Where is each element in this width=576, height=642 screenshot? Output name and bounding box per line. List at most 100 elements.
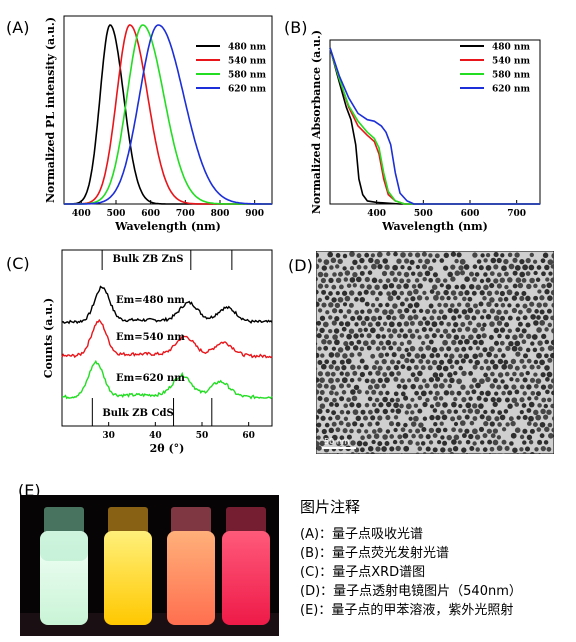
nanoparticle xyxy=(414,353,421,359)
nanoparticle xyxy=(527,396,532,401)
nanoparticle xyxy=(536,327,542,333)
nanoparticle xyxy=(544,327,549,332)
nanoparticle xyxy=(399,328,404,333)
tem-image: 50 nm xyxy=(316,251,554,454)
nanoparticle xyxy=(377,365,383,371)
nanoparticle xyxy=(370,339,376,345)
nanoparticle xyxy=(344,270,351,276)
nanoparticle xyxy=(432,447,438,453)
nanoparticle xyxy=(441,414,448,421)
abs-series-line xyxy=(329,47,540,205)
nanoparticle xyxy=(536,352,542,359)
nanoparticle xyxy=(479,278,485,284)
nanoparticle xyxy=(453,334,460,340)
nanoparticle xyxy=(479,390,485,396)
nanoparticle xyxy=(443,289,449,296)
nanoparticle xyxy=(550,277,554,283)
nanoparticle xyxy=(474,309,481,315)
nanoparticle xyxy=(334,391,339,396)
nanoparticle xyxy=(386,291,391,296)
nanoparticle xyxy=(500,302,506,308)
nanoparticle xyxy=(500,379,505,384)
nanoparticle xyxy=(521,291,527,296)
nanoparticle xyxy=(409,259,415,265)
nanoparticle xyxy=(431,347,438,353)
nanoparticle xyxy=(438,309,444,315)
nanoparticle xyxy=(385,339,392,346)
nanoparticle xyxy=(402,384,408,390)
nanoparticle xyxy=(467,296,473,302)
nanoparticle xyxy=(422,416,428,421)
nanoparticle xyxy=(392,277,398,283)
nanoparticle xyxy=(335,264,340,269)
vial-red xyxy=(222,507,270,625)
nanoparticle xyxy=(479,290,485,296)
nanoparticle xyxy=(526,384,532,390)
nanoparticle xyxy=(480,326,485,332)
nanoparticle xyxy=(330,257,337,264)
nanoparticle xyxy=(446,346,452,352)
nanoparticle xyxy=(424,258,431,265)
nanoparticle xyxy=(459,258,466,265)
nanoparticle xyxy=(546,446,552,452)
nanoparticle xyxy=(316,252,320,258)
nanoparticle xyxy=(454,270,461,276)
nanoparticle xyxy=(403,321,410,327)
nanoparticle xyxy=(332,334,338,340)
nanoparticle xyxy=(458,365,463,371)
nanoparticle xyxy=(328,302,334,308)
nanoparticle xyxy=(403,283,409,289)
nanoparticle xyxy=(371,365,377,370)
nanoparticle xyxy=(429,452,435,454)
nanoparticle xyxy=(456,378,462,385)
nanoparticle xyxy=(493,315,500,321)
nanoparticle xyxy=(378,278,383,284)
nanoparticle xyxy=(428,440,434,445)
nanoparticle xyxy=(317,271,324,278)
nanoparticle xyxy=(346,309,352,314)
nanoparticle xyxy=(487,439,493,445)
nanoparticle xyxy=(367,396,373,402)
nanoparticle xyxy=(375,446,381,452)
nanoparticle xyxy=(316,422,322,428)
nanoparticle xyxy=(440,447,446,453)
nanoparticle xyxy=(493,353,499,359)
nanoparticle xyxy=(516,415,521,420)
nanoparticle xyxy=(316,389,320,395)
nanoparticle xyxy=(540,445,546,452)
nanoparticle xyxy=(334,339,340,346)
nanoparticle xyxy=(454,346,460,353)
nanoparticle xyxy=(435,427,442,434)
nanoparticle xyxy=(316,320,322,326)
nanoparticle xyxy=(409,345,416,352)
nanoparticle xyxy=(507,390,513,396)
nanoparticle xyxy=(479,378,485,385)
nanoparticle xyxy=(359,270,365,276)
nanoparticle xyxy=(487,453,493,454)
nanoparticle xyxy=(493,264,499,270)
nanoparticle xyxy=(421,264,428,270)
nanoparticle xyxy=(393,402,399,409)
nanoparticle xyxy=(316,441,320,447)
nanoparticle xyxy=(395,445,401,452)
nanoparticle xyxy=(514,265,521,271)
nanoparticle xyxy=(432,383,439,389)
nanoparticle xyxy=(396,321,402,327)
nanoparticle xyxy=(389,359,395,365)
x-tick-label: 700 xyxy=(507,209,526,219)
nanoparticle xyxy=(396,371,401,376)
nanoparticle xyxy=(467,307,474,314)
nanoparticle xyxy=(345,358,352,365)
nanoparticle xyxy=(316,263,320,270)
nanoparticle xyxy=(359,296,366,303)
nanoparticle xyxy=(339,371,344,376)
nanoparticle xyxy=(391,352,397,358)
nanoparticle xyxy=(496,272,502,278)
nanoparticle xyxy=(485,390,491,397)
nanoparticle xyxy=(323,397,329,403)
nanoparticle xyxy=(449,377,455,384)
nanoparticle xyxy=(359,333,365,338)
vials-photo xyxy=(20,495,279,636)
nanoparticle xyxy=(400,252,406,258)
nanoparticle xyxy=(456,252,462,258)
